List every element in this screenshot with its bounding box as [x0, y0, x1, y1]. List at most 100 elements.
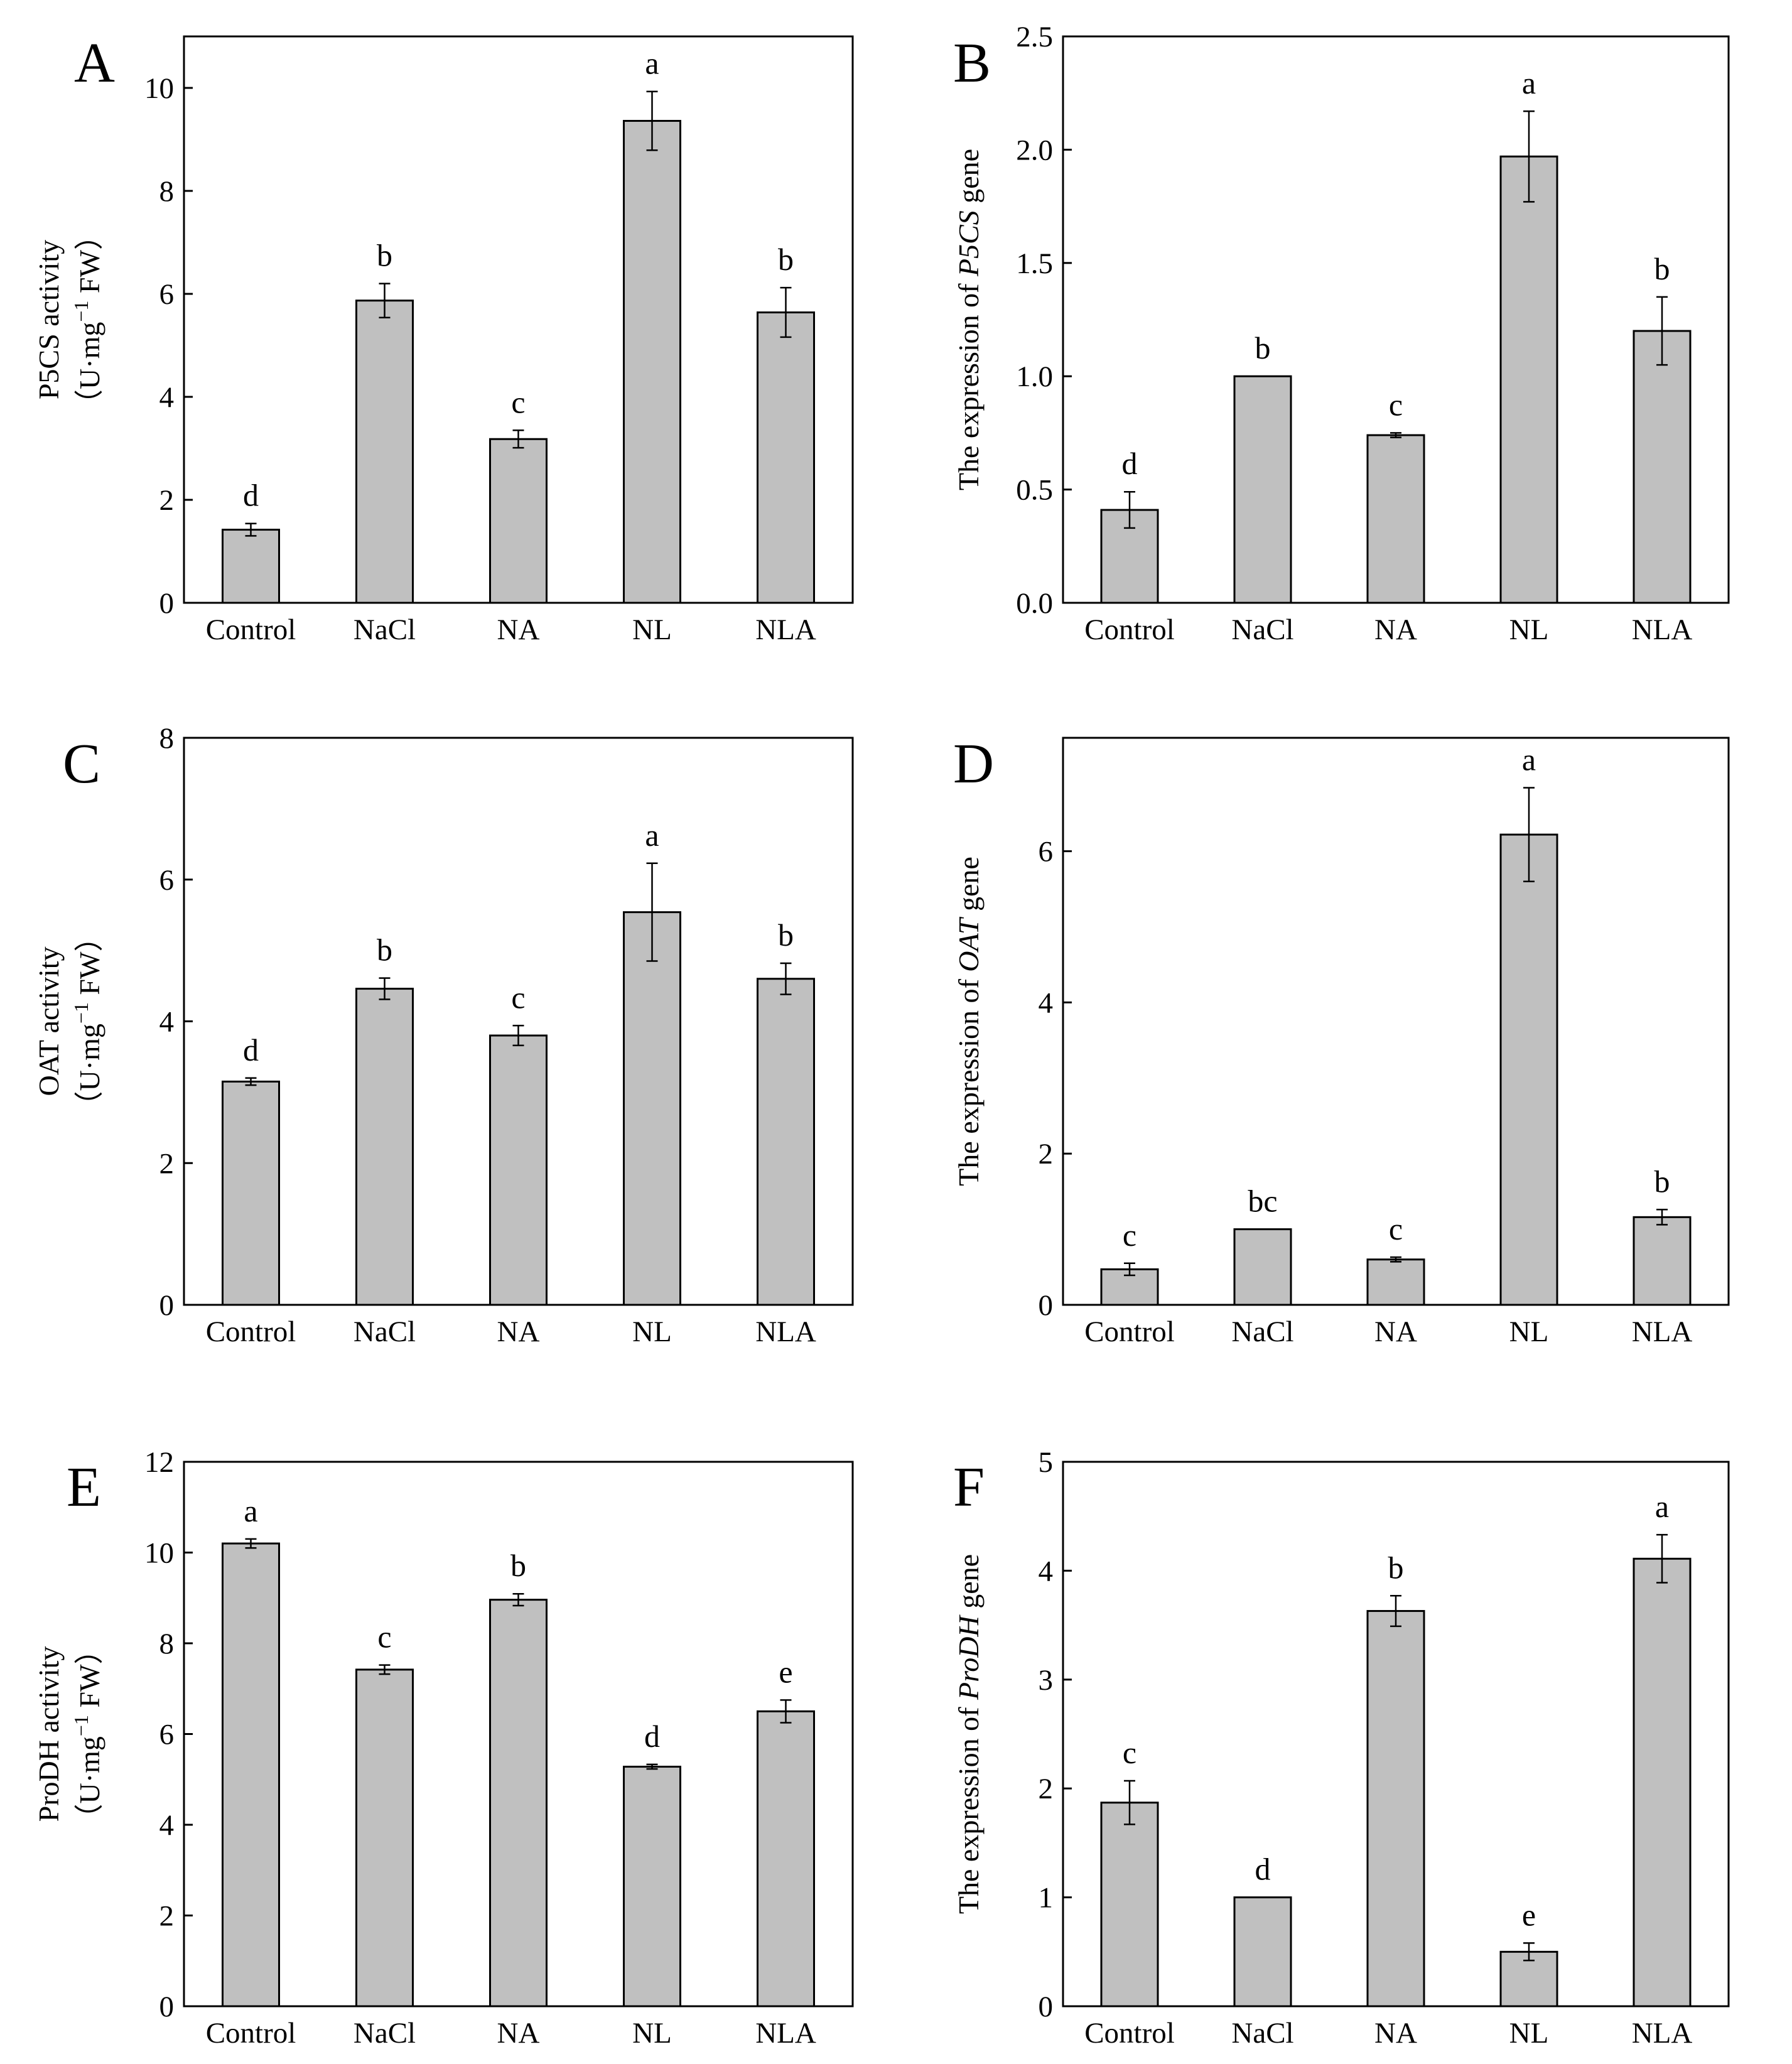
- panel-label: E: [67, 1456, 101, 1518]
- panel-label: D: [953, 733, 994, 795]
- x-tick-label: NaCl: [354, 2017, 416, 2050]
- x-tick-label: NA: [497, 2017, 540, 2050]
- x-tick-label: NLA: [755, 2017, 816, 2050]
- y-tick-label: 0.5: [1016, 474, 1053, 507]
- significance-letter: b: [1388, 1550, 1404, 1585]
- error-bar: [1124, 1780, 1135, 1825]
- error-bar: [1523, 787, 1535, 883]
- y-tick-label: 4: [159, 1006, 175, 1039]
- error-bar: [1656, 296, 1668, 366]
- bar-na: [489, 438, 548, 604]
- significance-letter: b: [778, 917, 794, 953]
- error-bar: [245, 522, 257, 537]
- bar-control: [1100, 1802, 1159, 2007]
- x-tick-label: NL: [632, 2017, 672, 2050]
- bar-na: [1366, 434, 1425, 604]
- bar-nacl: [355, 300, 414, 604]
- x-tick-label: NA: [497, 1316, 540, 1348]
- y-axis-label: The expression of P5CS gene: [953, 149, 985, 490]
- bar-nla: [1633, 1216, 1692, 1306]
- significance-letter: d: [243, 1032, 259, 1067]
- error-bar: [379, 283, 391, 318]
- bar-na: [1366, 1258, 1425, 1306]
- y-axis-unit: （U·mg−1 FW）: [70, 923, 105, 1120]
- y-tick-label: 4: [159, 1809, 175, 1842]
- error-bar: [1656, 1209, 1668, 1226]
- x-tick-label: NL: [1509, 1316, 1549, 1348]
- y-tick-label: 0: [159, 1991, 175, 2023]
- significance-letter: b: [510, 1548, 526, 1583]
- x-tick-label: NLA: [1632, 2017, 1693, 2050]
- x-tick-label: Control: [1084, 2017, 1175, 2050]
- x-tick-label: Control: [206, 613, 296, 646]
- y-tick-label: 6: [159, 278, 175, 311]
- error-bar: [1523, 110, 1535, 203]
- significance-letter: c: [511, 384, 525, 419]
- x-tick-label: NA: [497, 613, 540, 646]
- x-tick-label: NaCl: [1231, 1316, 1293, 1348]
- plot-frame: [1062, 1461, 1730, 2007]
- bar-nl: [1499, 155, 1558, 604]
- error-bar: [1390, 1595, 1401, 1628]
- error-bar: [512, 1025, 524, 1047]
- x-tick-label: NL: [1509, 613, 1549, 646]
- bar-na: [489, 1034, 548, 1306]
- significance-letter: b: [1654, 1164, 1670, 1199]
- y-tick-label: 6: [159, 864, 175, 897]
- x-tick-label: Control: [1084, 1316, 1175, 1348]
- bar-nla: [1633, 330, 1692, 604]
- y-tick-label: 2.5: [1016, 21, 1053, 53]
- y-tick-label: 0: [159, 587, 175, 620]
- y-tick-label: 0: [1039, 1991, 1054, 2023]
- x-tick-label: NLA: [1632, 613, 1693, 646]
- significance-letter: c: [377, 1619, 391, 1655]
- x-tick-label: NL: [1509, 2017, 1549, 2050]
- y-tick-label: 0: [159, 1289, 175, 1322]
- x-tick-label: NaCl: [1231, 2017, 1293, 2050]
- error-bar: [512, 430, 524, 449]
- significance-letter: d: [1255, 1852, 1271, 1887]
- error-bar: [1390, 1256, 1401, 1263]
- panel-d: Dc Control bc NaCl c NA a NL b NLA 0 2 4 6 The express…: [953, 733, 1730, 1348]
- x-tick-label: NLA: [755, 613, 816, 646]
- significance-letter: a: [1522, 65, 1536, 100]
- y-tick-label: 5: [1039, 1446, 1054, 1479]
- x-tick-label: NL: [632, 1316, 672, 1348]
- bar-control: [222, 1542, 280, 2007]
- error-bar: [646, 1763, 658, 1770]
- y-tick-label: 10: [144, 1537, 174, 1570]
- y-axis-label: The expression of ProDH gene: [953, 1554, 985, 1914]
- y-tick-label: 0.0: [1016, 587, 1053, 620]
- y-tick-label: 1.5: [1016, 247, 1053, 280]
- plot-frame: [1062, 737, 1730, 1306]
- error-bar: [646, 90, 658, 151]
- bar-nl: [623, 911, 681, 1306]
- y-tick-label: 3: [1039, 1664, 1054, 1697]
- bar-nla: [1633, 1557, 1692, 2007]
- y-axis-unit: （U·mg−1 FW）: [70, 1636, 105, 1833]
- y-tick-label: 6: [1039, 836, 1054, 868]
- x-tick-label: NA: [1374, 613, 1417, 646]
- y-tick-label: 8: [159, 1628, 175, 1660]
- y-tick-label: 2: [159, 484, 175, 517]
- bar-nacl: [355, 1668, 414, 2007]
- x-tick-label: NA: [1374, 2017, 1417, 2050]
- error-bar: [1656, 1533, 1668, 1584]
- y-tick-label: 1: [1039, 1882, 1054, 1915]
- y-axis-label: OAT activity: [33, 946, 65, 1096]
- error-bar: [1390, 432, 1401, 438]
- error-bar: [1124, 490, 1135, 529]
- bar-control: [222, 529, 280, 604]
- x-tick-label: NaCl: [354, 613, 416, 646]
- error-bar: [379, 1664, 391, 1675]
- significance-letter: b: [377, 238, 392, 273]
- error-bar: [646, 862, 658, 962]
- panel-b: Bd Control b NaCl c NA a NL b NLA 0.0 0.5 1.0 1.5 2.0 2…: [953, 21, 1730, 646]
- bar-nacl: [355, 988, 414, 1306]
- significance-letter: a: [1655, 1489, 1669, 1524]
- y-axis-unit: （U·mg−1 FW）: [70, 221, 105, 418]
- bar-na: [489, 1599, 548, 2007]
- y-tick-label: 2: [1039, 1773, 1054, 1805]
